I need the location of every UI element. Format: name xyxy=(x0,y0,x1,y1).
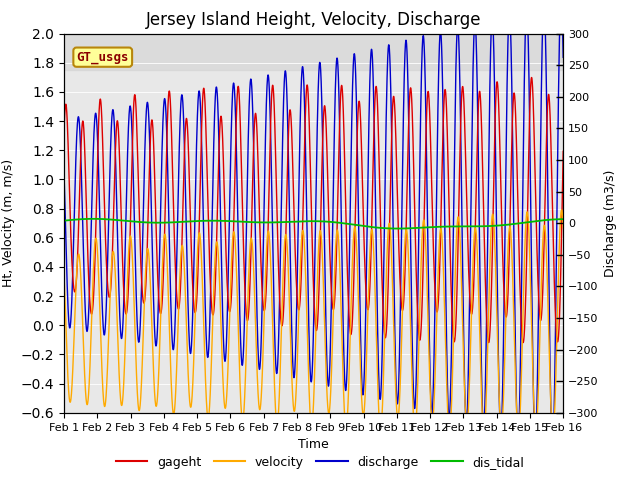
Legend: gageht, velocity, discharge, dis_tidal: gageht, velocity, discharge, dis_tidal xyxy=(111,451,529,474)
Text: GT_usgs: GT_usgs xyxy=(77,51,129,64)
Title: Jersey Island Height, Velocity, Discharge: Jersey Island Height, Velocity, Discharg… xyxy=(146,11,481,29)
X-axis label: Time: Time xyxy=(298,438,329,451)
Y-axis label: Discharge (m3/s): Discharge (m3/s) xyxy=(604,169,617,277)
Bar xyxy=(64,34,563,70)
Y-axis label: Ht, Velocity (m, m/s): Ht, Velocity (m, m/s) xyxy=(2,159,15,287)
